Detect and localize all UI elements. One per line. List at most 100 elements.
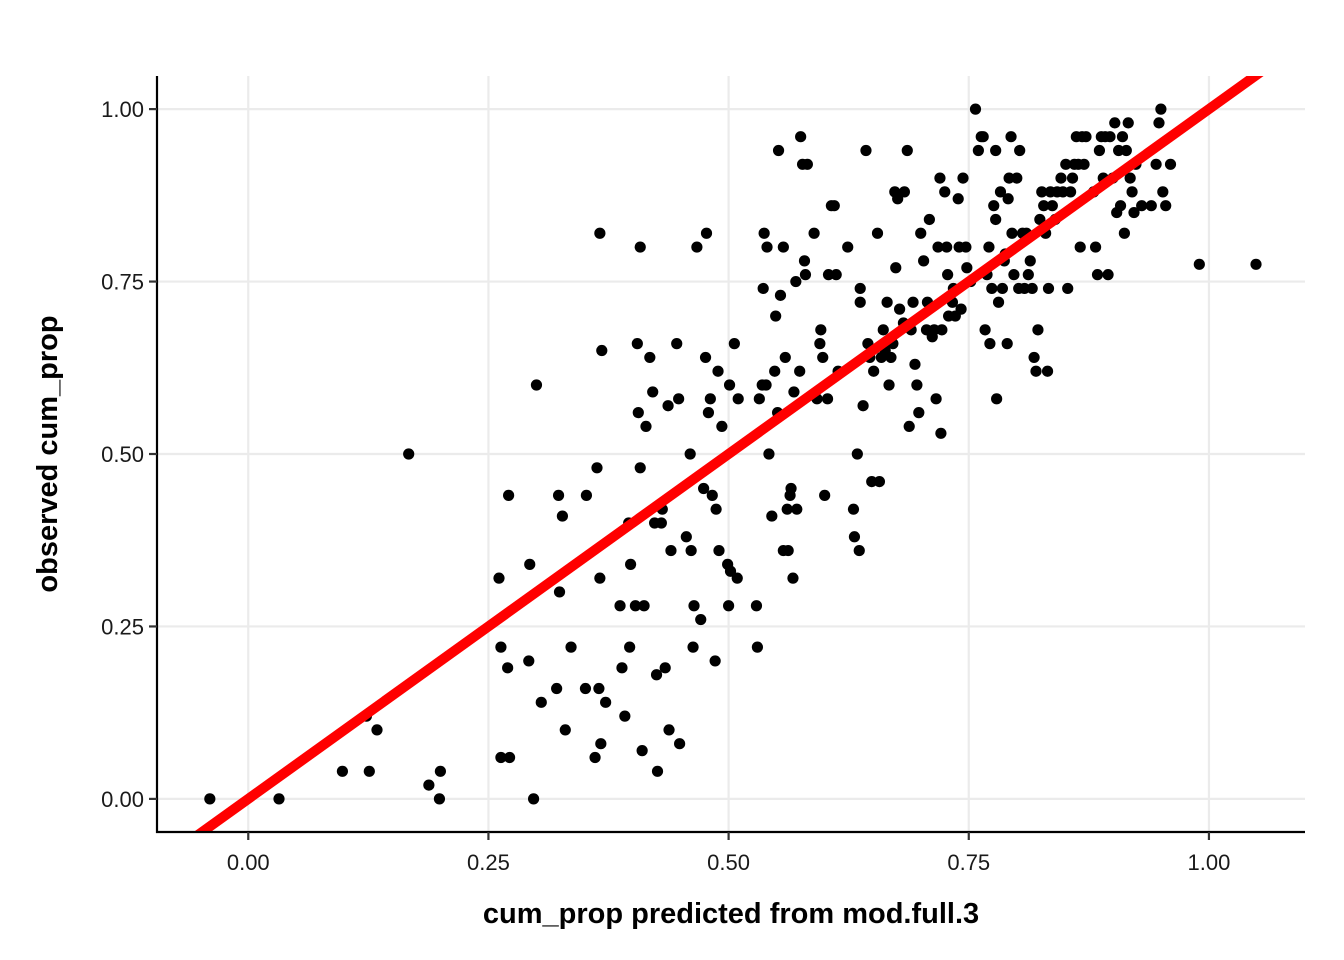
data-point-145 (866, 475, 878, 488)
y-tick-label-3: 0.75 (101, 270, 144, 295)
data-point-214 (1002, 193, 1014, 205)
data-point-82 (716, 420, 728, 433)
data-point-166 (909, 358, 921, 370)
data-point-109 (782, 544, 794, 557)
data-point-108 (781, 503, 793, 515)
data-point-67 (685, 544, 697, 557)
data-point-132 (830, 269, 842, 281)
data-point-66 (684, 448, 696, 460)
data-point-35 (596, 344, 608, 357)
data-point-285 (1250, 258, 1262, 270)
data-point-48 (636, 745, 648, 757)
data-point-11 (495, 641, 507, 653)
data-point-38 (616, 662, 628, 674)
data-point-31 (593, 682, 605, 695)
data-point-99 (766, 510, 778, 522)
data-point-1 (273, 793, 285, 805)
data-point-127 (819, 489, 831, 501)
x-axis-ticks: 0.00 0.25 0.50 0.75 1.00 (227, 832, 1230, 875)
data-point-21 (551, 682, 563, 695)
data-point-227 (1026, 282, 1038, 295)
data-point-107 (779, 351, 791, 364)
data-point-0 (204, 793, 216, 805)
data-point-233 (1038, 200, 1050, 212)
data-point-282 (1160, 200, 1172, 212)
data-point-125 (815, 324, 827, 336)
data-point-104 (774, 289, 787, 301)
data-point-13 (503, 751, 516, 764)
data-point-236 (1042, 282, 1055, 295)
data-point-148 (873, 475, 886, 488)
data-point-117 (795, 131, 807, 143)
data-point-16 (523, 655, 535, 667)
data-point-58 (659, 662, 671, 674)
data-point-54 (650, 669, 663, 681)
data-point-215 (1003, 172, 1015, 184)
data-point-30 (591, 462, 603, 474)
data-point-176 (930, 393, 942, 405)
data-point-49 (638, 600, 650, 612)
data-point-280 (1155, 103, 1167, 115)
data-point-223 (1018, 282, 1031, 295)
data-point-47 (634, 241, 646, 253)
data-point-12 (495, 751, 507, 764)
x-tick-label-4: 1.00 (1188, 850, 1231, 875)
data-point-191 (957, 172, 969, 184)
data-point-73 (699, 351, 712, 364)
x-tick-label-1: 0.25 (467, 850, 510, 875)
data-point-124 (814, 338, 826, 350)
data-point-20 (535, 696, 547, 708)
data-point-2 (336, 765, 349, 777)
data-point-96 (760, 379, 772, 391)
data-point-128 (821, 393, 834, 405)
data-point-183 (942, 269, 954, 281)
data-point-256 (1091, 269, 1104, 281)
data-point-19 (530, 379, 543, 391)
data-point-72 (698, 482, 710, 495)
data-point-204 (988, 200, 1000, 212)
data-point-276 (1136, 200, 1148, 212)
data-point-90 (750, 600, 763, 612)
data-point-92 (753, 393, 765, 405)
data-point-213 (1001, 338, 1013, 350)
data-point-15 (503, 489, 515, 501)
data-point-179 (935, 427, 947, 439)
data-point-81 (713, 544, 725, 557)
data-point-261 (1102, 269, 1114, 281)
data-point-22 (552, 489, 565, 501)
data-point-139 (854, 282, 866, 295)
data-point-8 (433, 793, 446, 805)
data-point-159 (893, 303, 906, 315)
y-axis-title: observed cum_prop (32, 315, 64, 592)
data-point-6 (403, 448, 415, 460)
data-point-210 (996, 282, 1008, 295)
data-point-266 (1113, 144, 1125, 157)
data-point-207 (991, 393, 1003, 405)
data-point-134 (842, 241, 854, 253)
data-point-193 (961, 262, 973, 274)
data-point-162 (901, 144, 913, 157)
data-point-199 (979, 324, 991, 336)
data-point-274 (1128, 206, 1140, 219)
data-point-252 (1078, 158, 1090, 170)
data-point-24 (556, 510, 569, 522)
data-point-94 (757, 282, 769, 295)
data-point-228 (1028, 351, 1040, 364)
data-point-26 (565, 641, 577, 653)
data-point-192 (960, 241, 972, 253)
data-point-229 (1030, 365, 1042, 377)
data-points (204, 103, 1262, 805)
data-point-262 (1104, 131, 1116, 143)
data-point-165 (907, 296, 919, 308)
data-point-10 (493, 572, 505, 584)
data-point-39 (619, 710, 631, 722)
data-point-46 (634, 462, 646, 474)
data-point-142 (860, 144, 872, 157)
data-point-44 (631, 338, 643, 350)
data-point-138 (853, 544, 865, 557)
data-point-190 (955, 303, 967, 315)
data-point-253 (1080, 131, 1092, 143)
data-point-113 (788, 386, 800, 398)
data-point-5 (371, 724, 383, 736)
data-point-131 (822, 269, 835, 281)
